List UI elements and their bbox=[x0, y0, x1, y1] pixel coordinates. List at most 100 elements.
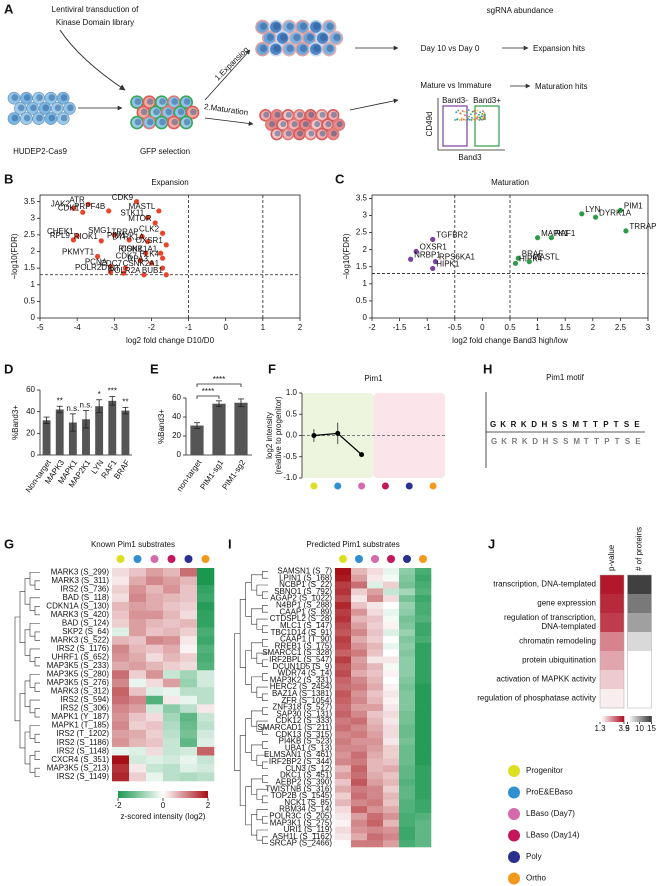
heatmap-cell bbox=[399, 819, 416, 827]
cell-nucleus bbox=[286, 44, 294, 53]
term-label: DNA-templated bbox=[541, 622, 596, 631]
heatmap-cell bbox=[351, 690, 368, 698]
cell-nucleus bbox=[259, 22, 268, 30]
motif-letter: P bbox=[604, 437, 610, 446]
flow-dot bbox=[482, 110, 484, 113]
dendrogram bbox=[245, 786, 252, 826]
heatmap-cell bbox=[351, 758, 368, 766]
heatmap-cell bbox=[351, 656, 368, 664]
heatmap-cell bbox=[197, 661, 215, 671]
dendrogram bbox=[239, 735, 246, 807]
heatmap-cell bbox=[415, 772, 432, 780]
heatmap-cell bbox=[383, 731, 400, 739]
heatmap-cell bbox=[163, 593, 181, 603]
point-label: ATR bbox=[69, 195, 85, 204]
flow-dot bbox=[454, 119, 456, 121]
enrichment-cell bbox=[627, 651, 652, 671]
point bbox=[512, 260, 519, 266]
heatmap-cell bbox=[351, 704, 368, 712]
heatmap-cell bbox=[146, 644, 164, 654]
dendrogram bbox=[250, 574, 263, 591]
heatmap-cell bbox=[146, 772, 164, 782]
row-label: PI4KB (S_523) bbox=[279, 737, 333, 746]
point-label: PCNA bbox=[85, 258, 108, 267]
enrichment-cell bbox=[627, 575, 652, 595]
heatmap-cell bbox=[146, 602, 164, 611]
cell-nucleus bbox=[23, 114, 31, 122]
point bbox=[579, 211, 585, 217]
cell-nucleus bbox=[285, 111, 292, 118]
x-tick-label: 3 bbox=[646, 323, 651, 332]
point bbox=[311, 433, 317, 438]
dendrogram bbox=[262, 741, 268, 749]
y-tick-label: 2.5 bbox=[24, 230, 36, 239]
heatmap-cell bbox=[180, 636, 198, 645]
y-tick-label: -0.5 bbox=[283, 452, 297, 461]
heatmap-cell bbox=[129, 704, 147, 714]
arrow bbox=[204, 49, 251, 101]
heatmap-cell bbox=[367, 676, 384, 684]
heatmap-cell bbox=[383, 615, 400, 623]
panel-letter: I bbox=[228, 536, 232, 551]
chart-title: Known Pim1 substrates bbox=[91, 540, 175, 549]
heatmap-cell bbox=[146, 585, 164, 594]
point bbox=[413, 248, 419, 254]
row-label: LPIN1 (S_168) bbox=[279, 573, 332, 582]
heatmap-cell bbox=[415, 724, 432, 732]
x-tick-label: 0.5 bbox=[504, 323, 516, 332]
heatmap-cell bbox=[180, 746, 198, 756]
point-label: CDK7 bbox=[115, 252, 137, 261]
heatmap-cell bbox=[335, 574, 352, 582]
panel-letter: F bbox=[268, 361, 276, 376]
heatmap-cell bbox=[351, 765, 368, 773]
flow-dot bbox=[479, 117, 482, 120]
heatmap-cell bbox=[399, 574, 416, 582]
heatmap-cell bbox=[367, 799, 384, 807]
heatmap-cell bbox=[399, 615, 416, 623]
motif-letter: K bbox=[521, 420, 527, 429]
heatmap-cell bbox=[351, 629, 368, 637]
heatmap-cell bbox=[383, 629, 400, 637]
panel-letter: C bbox=[335, 171, 345, 186]
point-label: DYRK1A bbox=[112, 233, 145, 242]
cell-nucleus bbox=[171, 98, 179, 105]
cell-nucleus bbox=[293, 33, 301, 42]
point-label: POLR2D bbox=[75, 263, 107, 272]
row-label: AGAP2 (S_1022) bbox=[270, 594, 332, 603]
flow-dot bbox=[482, 116, 485, 119]
flow-dot bbox=[455, 111, 458, 114]
flow-dot bbox=[459, 112, 462, 115]
y-tick-label: 60 bbox=[26, 385, 35, 394]
arrow bbox=[204, 117, 254, 126]
heatmap-cell bbox=[351, 717, 368, 725]
heatmap-cell bbox=[129, 661, 147, 671]
point bbox=[70, 237, 77, 243]
cell-nucleus bbox=[146, 118, 154, 126]
heatmap-cell bbox=[399, 629, 416, 637]
cell-nucleus bbox=[36, 114, 43, 122]
heatmap-cell bbox=[129, 568, 147, 577]
point-label: RPA3 bbox=[128, 254, 149, 263]
row-label: NCK1 (S_85) bbox=[284, 798, 332, 807]
heatmap-cell bbox=[335, 629, 352, 637]
row-label: IRS2 (T_1202) bbox=[57, 729, 110, 738]
flow-dot bbox=[466, 111, 468, 114]
legend-swatch bbox=[508, 808, 520, 820]
cell-nucleus bbox=[273, 22, 281, 30]
row-label: IRS2 (S_1148) bbox=[57, 746, 110, 755]
dendrogram bbox=[234, 633, 241, 771]
point bbox=[159, 255, 166, 261]
heatmap-cell bbox=[180, 585, 198, 594]
row-label: CDK13 (S_315) bbox=[276, 730, 333, 739]
dendrogram bbox=[262, 727, 268, 736]
heatmap-cell bbox=[197, 687, 215, 697]
cell-nucleus bbox=[42, 104, 50, 112]
legend-label: LBaso (Day14) bbox=[526, 831, 580, 840]
heatmap-cell bbox=[112, 729, 130, 739]
point bbox=[592, 214, 599, 220]
heatmap-cell bbox=[383, 636, 400, 644]
row-label: SAMSN1 (S_7) bbox=[277, 567, 332, 576]
x-tick-label: 2.5 bbox=[615, 323, 627, 332]
heatmap-cell bbox=[335, 608, 352, 616]
point-label: PIM1 bbox=[624, 201, 643, 210]
